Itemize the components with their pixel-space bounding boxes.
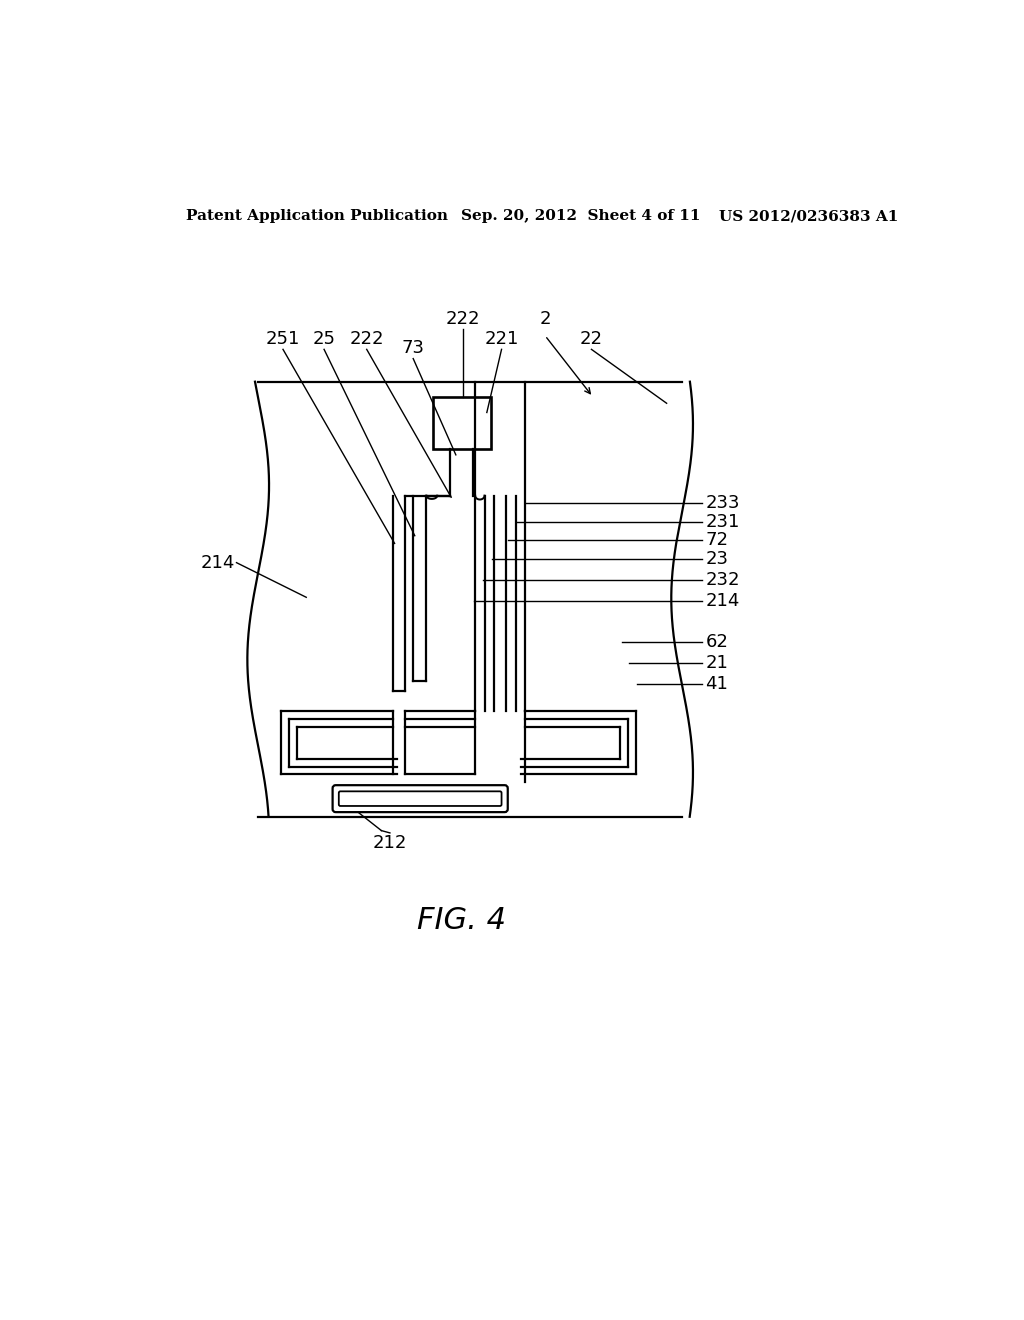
Text: 222: 222: [445, 310, 480, 327]
Text: 214: 214: [201, 553, 234, 572]
Text: 41: 41: [706, 675, 728, 693]
Text: 251: 251: [266, 330, 300, 348]
Text: 221: 221: [484, 330, 519, 348]
Text: 73: 73: [401, 339, 425, 358]
Text: 212: 212: [373, 834, 408, 853]
Text: 21: 21: [706, 653, 728, 672]
Text: 233: 233: [706, 495, 740, 512]
Text: Sep. 20, 2012  Sheet 4 of 11: Sep. 20, 2012 Sheet 4 of 11: [461, 209, 700, 223]
Text: 25: 25: [312, 330, 336, 348]
Text: 2: 2: [540, 310, 551, 327]
Text: 214: 214: [706, 593, 739, 610]
Text: 23: 23: [706, 550, 728, 568]
Text: 22: 22: [580, 330, 603, 348]
Text: 72: 72: [706, 532, 728, 549]
Text: US 2012/0236383 A1: US 2012/0236383 A1: [719, 209, 898, 223]
Bar: [432, 397, 490, 449]
Text: 231: 231: [706, 513, 739, 531]
Text: 222: 222: [349, 330, 384, 348]
Text: 232: 232: [706, 572, 740, 589]
Text: FIG. 4: FIG. 4: [417, 907, 506, 935]
Text: 62: 62: [706, 634, 728, 651]
Text: Patent Application Publication: Patent Application Publication: [186, 209, 449, 223]
